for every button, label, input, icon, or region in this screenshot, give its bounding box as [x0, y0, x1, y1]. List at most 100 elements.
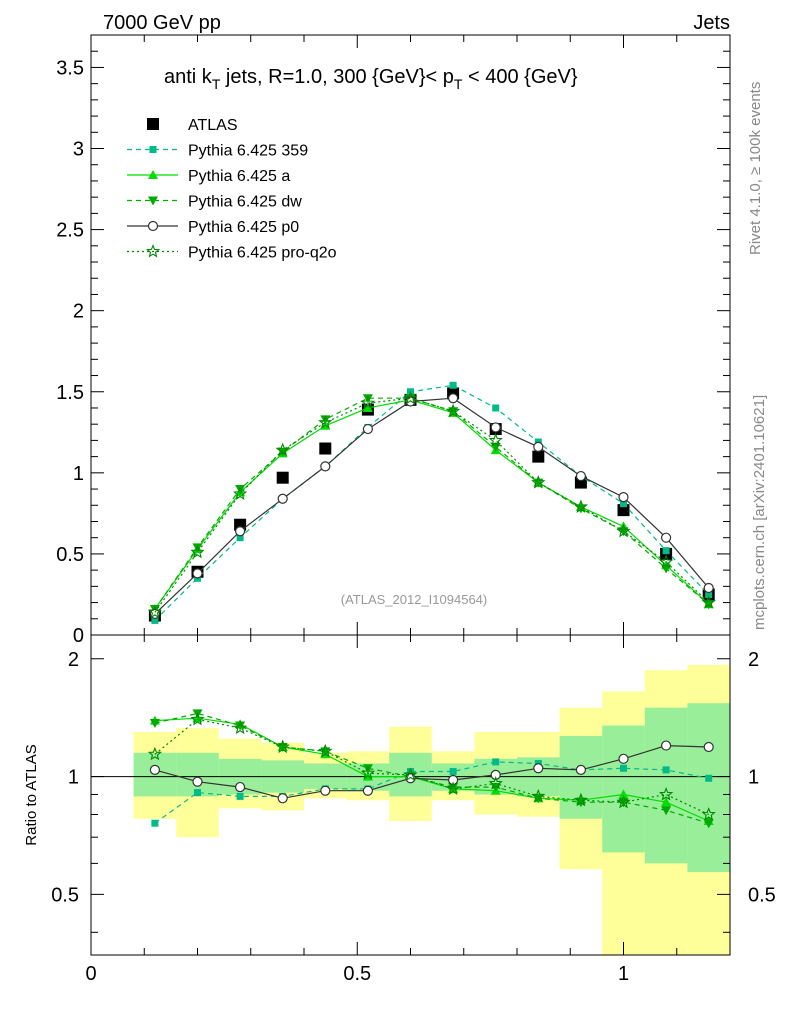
ratio-y-tick-label-left: 1: [68, 767, 79, 789]
legend-label-pp0: Pythia 6.425 p0: [188, 219, 299, 236]
data-point-pp0: [703, 582, 714, 594]
data-point-pq2o: [445, 403, 461, 418]
ratio-point-pdw: [661, 806, 672, 816]
title-sub-1: T: [212, 76, 221, 92]
ratio-tick-labels: 0.5 1 2 0.5 1 2 0 0.5 1: [51, 649, 776, 985]
data-point-pq2o: [232, 486, 248, 501]
main-axis-ticks: [90, 34, 731, 636]
data-point-atlas: [319, 442, 332, 455]
ratio-point-pq2o: [616, 794, 631, 809]
data-point-pdw: [235, 485, 246, 495]
data-point-p359: [662, 547, 670, 555]
uncertainty-bands: [133, 664, 730, 955]
ratio-point-pdw: [448, 783, 459, 793]
ratio-point-p359: [194, 789, 201, 797]
ratio-line-pp0: [154, 744, 709, 799]
data-point-atlas: [276, 471, 289, 484]
title-part-2: jets, R=1.0, 300 {GeV}< p: [220, 66, 454, 88]
collision-label: 7000 GeV pp: [103, 12, 221, 34]
ratio-point-pq2o: [403, 767, 418, 781]
uncertainty-band-green: [644, 707, 688, 864]
ratio-point-pp0: [362, 785, 373, 796]
ratio-point-pp0: [192, 776, 203, 787]
main-y-tick-label: 1.5: [56, 382, 84, 404]
legend: ATLAS Pythia 6.425 359 Pythia 6.425 a Pythi…: [127, 117, 337, 262]
ratio-point-p359: [449, 768, 457, 776]
series-line-pp0: [154, 397, 710, 615]
ratio-point-pp0: [575, 764, 587, 775]
data-point-pp0: [235, 526, 246, 537]
data-point-p359: [449, 381, 457, 389]
ratio-point-pq2o: [360, 765, 376, 780]
main-y-tick-label: 0: [73, 625, 84, 647]
ratio-y-tick-label-right: 0.5: [748, 884, 776, 906]
ratio-point-p359: [151, 819, 159, 827]
data-point-p359: [705, 590, 713, 598]
ratio-point-pa: [618, 789, 629, 799]
data-point-pq2o: [275, 442, 290, 457]
ratio-series-layer: [147, 709, 716, 829]
uncertainty-band-green: [687, 703, 730, 873]
data-point-pa: [362, 402, 373, 412]
ratio-plot-frame: [90, 634, 731, 956]
ratio-point-pq2o: [531, 788, 546, 803]
data-point-pq2o: [403, 390, 418, 405]
main-y-tick-label: 1: [73, 463, 84, 485]
ratio-line-p359: [154, 761, 709, 824]
category-label: Jets: [693, 12, 730, 34]
legend-marker-pq2o: [145, 243, 161, 258]
mcplots-label: mcplots.cern.ch [arXiv:2401.10621]: [751, 395, 768, 630]
ratio-series-pp0: [149, 740, 714, 804]
ratio-point-p359: [662, 766, 670, 774]
ratio-point-p359: [620, 764, 627, 772]
data-point-pq2o: [531, 475, 546, 489]
ratio-point-p359: [407, 768, 414, 776]
legend-label-pq2o: Pythia 6.425 pro-q2o: [188, 245, 337, 262]
data-point-pq2o: [190, 544, 205, 559]
ratio-point-pp0: [235, 781, 246, 793]
ratio-point-pp0: [618, 753, 629, 764]
ratio-y-axis-label: Ratio to ATLAS: [23, 744, 40, 845]
title-sub-2: T: [454, 76, 463, 92]
title-part-1: anti k: [164, 66, 213, 88]
series-atlas: [148, 387, 715, 622]
data-point-p359: [492, 404, 500, 412]
ratio-point-pq2o: [445, 781, 461, 796]
data-point-pp0: [618, 492, 629, 503]
series-line-pdw: [154, 397, 710, 610]
data-point-pp0: [660, 532, 672, 543]
legend-marker-atlas: [147, 118, 159, 130]
legend-marker-pp0: [147, 220, 159, 232]
data-point-p359: [620, 500, 627, 508]
data-point-pq2o: [701, 595, 716, 609]
data-point-pp0: [490, 422, 501, 433]
ratio-point-pq2o: [147, 746, 163, 761]
main-series-layer: [147, 381, 716, 624]
ratio-series-pq2o: [147, 711, 716, 821]
ratio-plot: 0.5 1 2 0.5 1 2 0 0.5 1 Ratio to ATLAS: [23, 634, 776, 985]
legend-label-atlas: ATLAS: [188, 117, 238, 134]
series-pp0: [149, 393, 714, 620]
rivet-version-label: Rivet 4.1.0, ≥ 100k events: [747, 82, 764, 255]
ratio-line-pa: [154, 717, 709, 822]
data-point-pdw: [320, 415, 331, 425]
ratio-point-pq2o: [275, 739, 290, 754]
ratio-point-pq2o: [190, 711, 205, 726]
ratio-point-pq2o: [232, 720, 248, 735]
series-pa: [149, 394, 714, 614]
legend-label-pa: Pythia 6.425 a: [188, 168, 290, 185]
ratio-point-p359: [705, 774, 713, 782]
ratio-point-pp0: [320, 785, 331, 796]
ratio-y-tick-label-left: 0.5: [51, 884, 79, 906]
ratio-point-pdw: [703, 819, 714, 829]
ratio-point-pdw: [362, 764, 373, 774]
ratio-point-pp0: [660, 740, 672, 751]
ratio-point-pp0: [277, 793, 288, 804]
legend-label-p359: Pythia 6.425 359: [188, 143, 308, 160]
data-point-pp0: [362, 423, 373, 435]
ratio-point-p359: [236, 792, 244, 800]
data-point-pp0: [192, 568, 203, 579]
ratio-point-pa: [661, 797, 672, 807]
x-tick-label: 1: [618, 963, 629, 985]
